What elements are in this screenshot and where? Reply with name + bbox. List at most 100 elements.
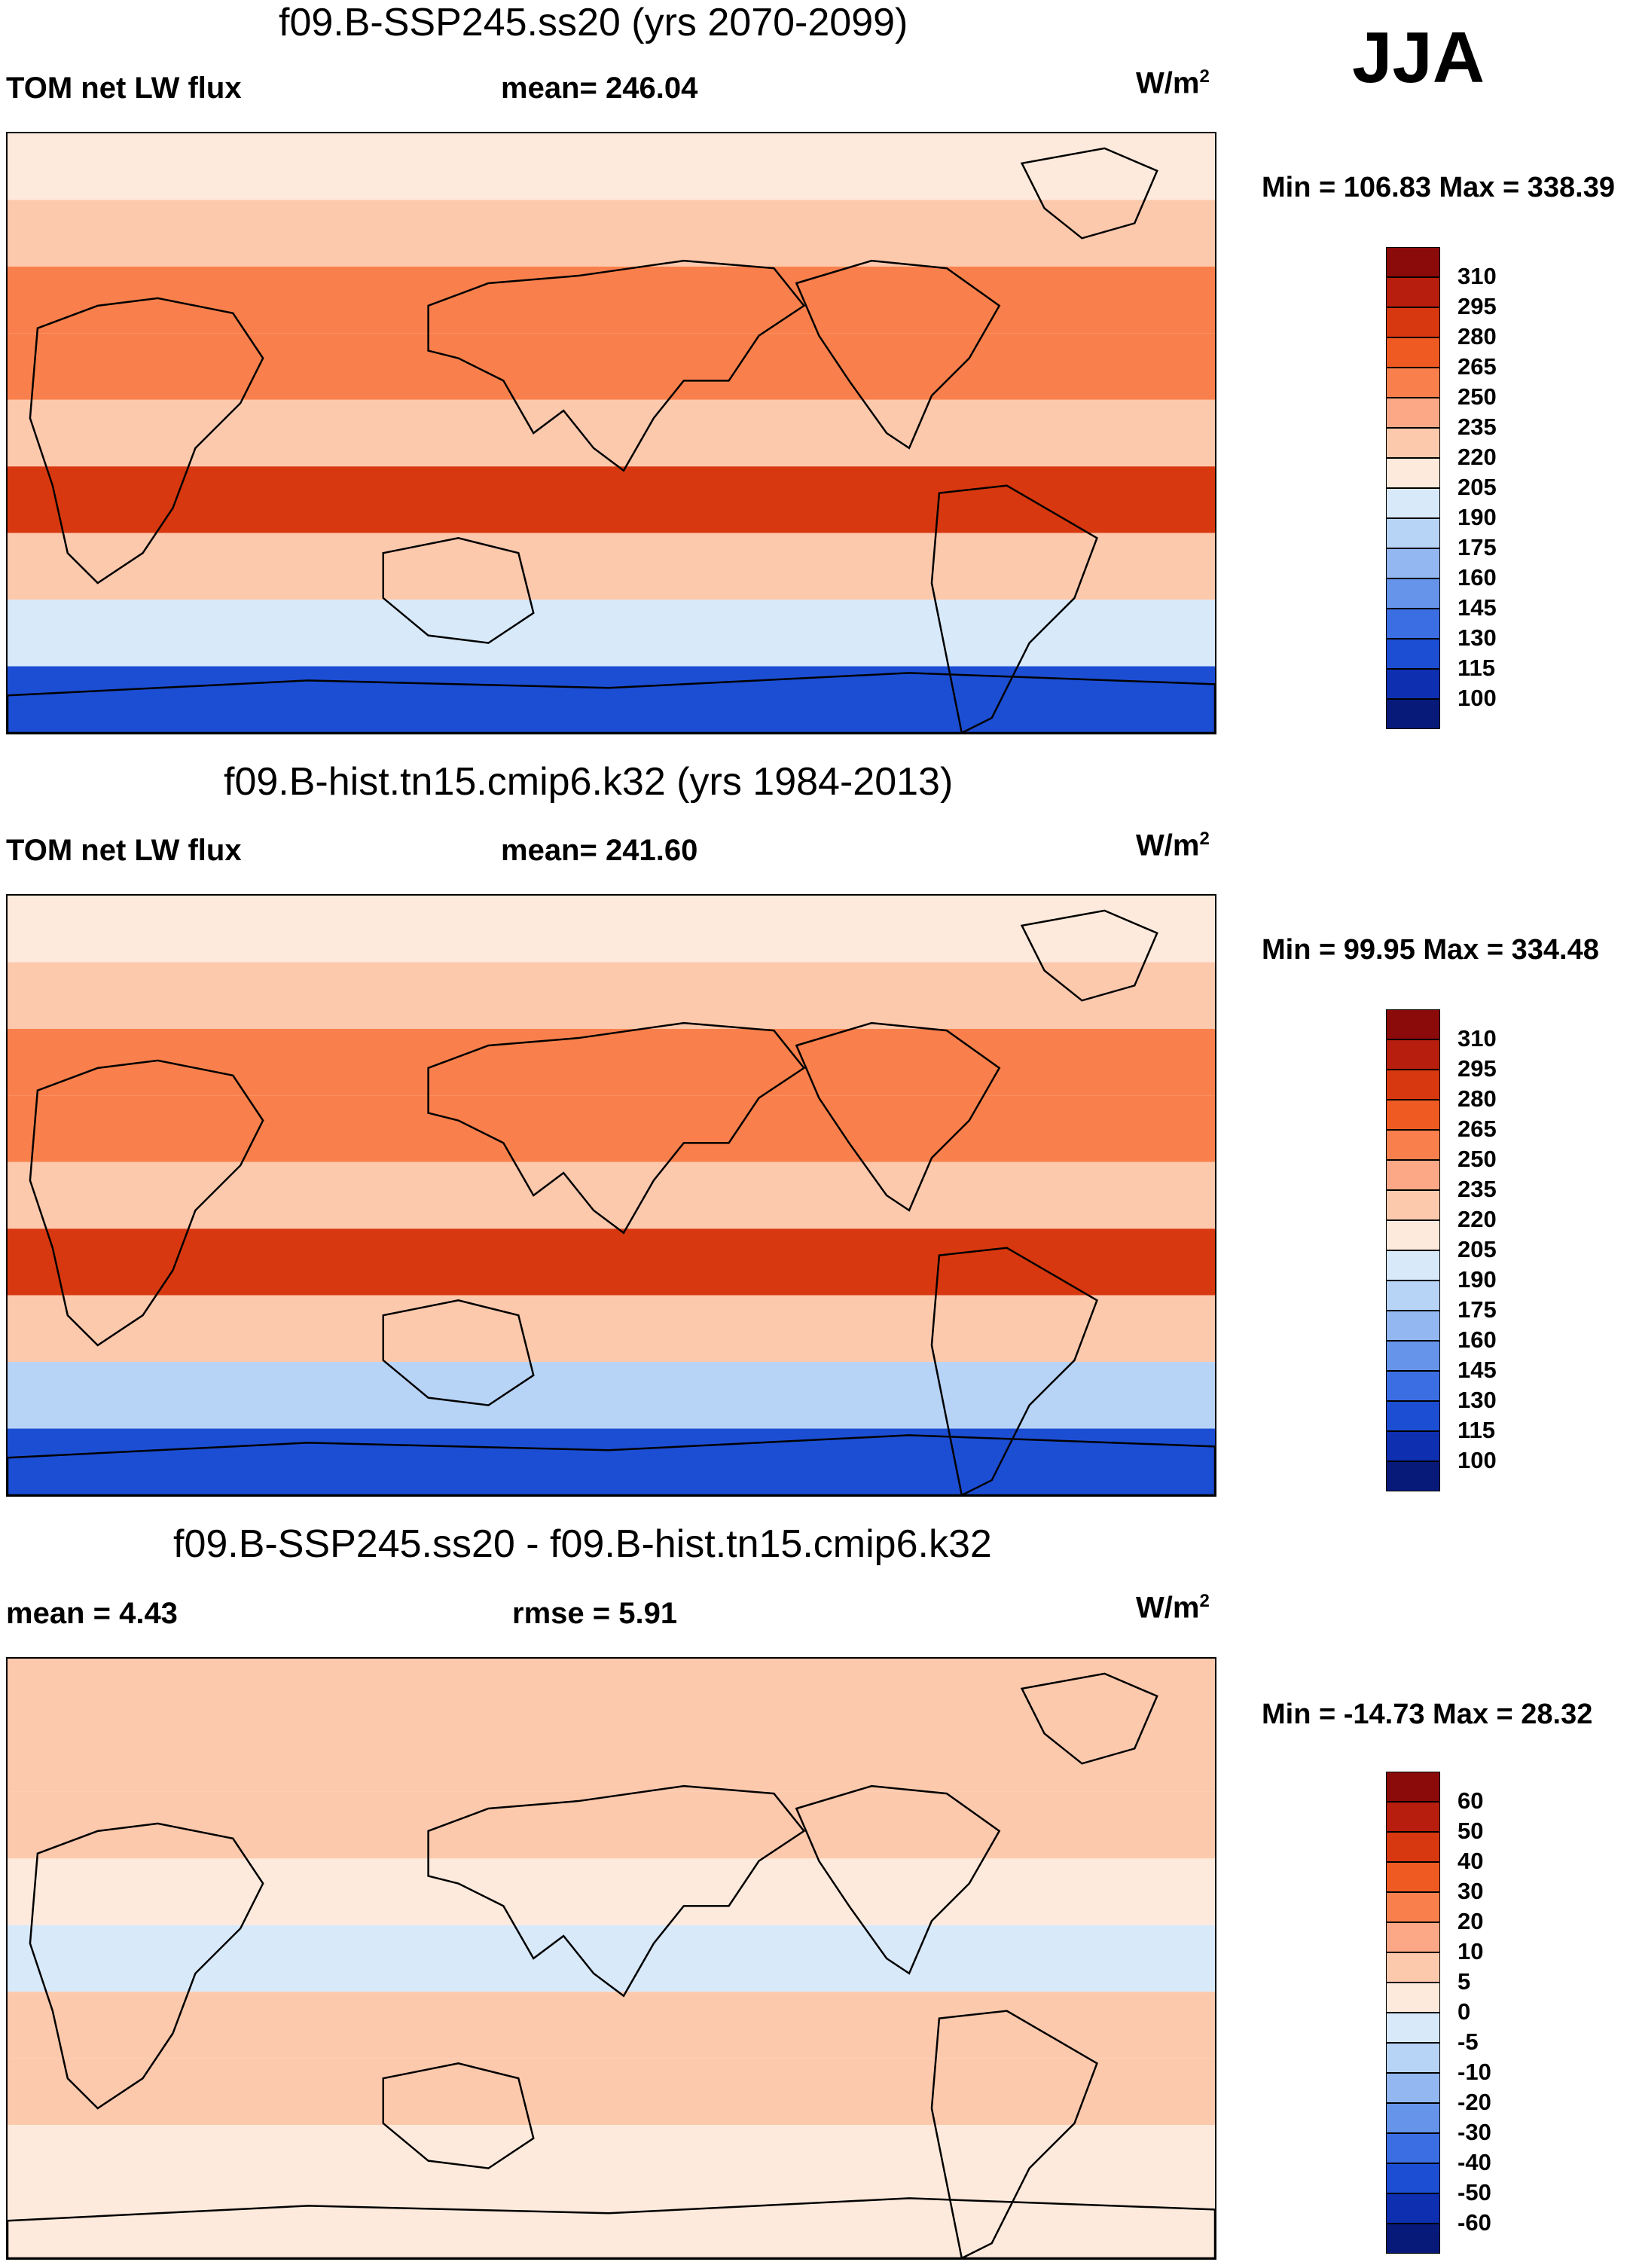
colorbar-swatch xyxy=(1386,276,1440,308)
coastline xyxy=(930,484,1098,733)
colorbar-tick-label: 130 xyxy=(1457,1387,1497,1413)
panel-1-min-max: Min = 106.83 Max = 338.39 xyxy=(1262,172,1615,203)
lat-band xyxy=(8,333,1215,400)
coastline xyxy=(930,1247,1098,1495)
lat-band xyxy=(8,1659,1215,1726)
colorbar-swatch xyxy=(1386,1831,1440,1863)
colorbar-tick-label: 130 xyxy=(1457,624,1497,651)
panel-1-map xyxy=(6,132,1216,734)
coastline xyxy=(795,1784,1001,1975)
colorbar-tick-label: -20 xyxy=(1457,2089,1491,2115)
colorbar-tick-label: 175 xyxy=(1457,534,1497,560)
colorbar-tick-label: -5 xyxy=(1457,2028,1479,2055)
coastline xyxy=(1020,909,1158,1002)
colorbar-swatch xyxy=(1386,1461,1440,1491)
coastline xyxy=(8,1434,1215,1495)
colorbar-tick-label: 20 xyxy=(1457,1908,1484,1934)
coastline xyxy=(382,1299,535,1406)
colorbar-swatch xyxy=(1386,307,1440,338)
lat-band xyxy=(8,1791,1215,1859)
panel-2-colorbar xyxy=(1386,1009,1440,1491)
colorbar-tick-label: 50 xyxy=(1457,1818,1484,1844)
colorbar-tick-label: 205 xyxy=(1457,1236,1497,1262)
colorbar-swatch xyxy=(1386,1009,1440,1040)
colorbar-swatch xyxy=(1386,1340,1440,1372)
colorbar-tick-label: -30 xyxy=(1457,2119,1491,2145)
coastline xyxy=(8,2197,1215,2258)
panel-2-title: f09.B-hist.tn15.cmip6.k32 (yrs 1984-2013… xyxy=(224,760,954,804)
lat-band xyxy=(8,1925,1215,1992)
colorbar-tick-label: 100 xyxy=(1457,685,1497,711)
lat-band xyxy=(8,266,1215,334)
colorbar-swatch xyxy=(1386,1801,1440,1833)
coastline xyxy=(427,1784,806,1998)
colorbar-swatch xyxy=(1386,337,1440,368)
colorbar-tick-label: 60 xyxy=(1457,1787,1484,1814)
colorbar-swatch xyxy=(1386,638,1440,670)
lat-band xyxy=(8,2058,1215,2126)
colorbar-swatch xyxy=(1386,2132,1440,2164)
colorbar-swatch xyxy=(1386,457,1440,489)
colorbar-tick-label: 40 xyxy=(1457,1848,1484,1874)
panel-2-variable-label: TOM net LW flux xyxy=(6,834,242,867)
panel-2-map xyxy=(6,894,1216,1497)
lat-band xyxy=(8,1295,1215,1363)
colorbar-tick-label: 30 xyxy=(1457,1878,1484,1904)
coastline xyxy=(29,297,264,585)
colorbar-swatch xyxy=(1386,578,1440,609)
colorbar-tick-label: 160 xyxy=(1457,564,1497,591)
lat-band xyxy=(8,1161,1215,1229)
colorbar-tick-label: 265 xyxy=(1457,353,1497,380)
colorbar-swatch xyxy=(1386,1039,1440,1070)
lat-band xyxy=(8,2125,1215,2192)
coastline xyxy=(382,537,535,644)
colorbar-tick-label: 250 xyxy=(1457,1146,1497,1172)
colorbar-tick-label: 175 xyxy=(1457,1296,1497,1323)
colorbar-tick-label: 205 xyxy=(1457,474,1497,500)
colorbar-swatch xyxy=(1386,1159,1440,1191)
panel-2-mean-label: mean= 241.60 xyxy=(501,834,698,867)
panel-2-units: W/m2 xyxy=(1136,829,1210,862)
lat-band xyxy=(8,533,1215,600)
lat-band xyxy=(8,399,1215,467)
colorbar-tick-label: 220 xyxy=(1457,444,1497,470)
coastline xyxy=(29,1059,264,1347)
panel-1-units: W/m2 xyxy=(1136,66,1210,100)
colorbar-tick-label: 265 xyxy=(1457,1116,1497,1142)
colorbar-swatch xyxy=(1386,397,1440,429)
colorbar-tick-label: 115 xyxy=(1457,1417,1496,1443)
lat-band xyxy=(8,1992,1215,2059)
coastline xyxy=(427,259,806,472)
panel-1-mean-label: mean= 246.04 xyxy=(501,72,698,105)
coastline xyxy=(427,1021,806,1235)
coastline xyxy=(1020,1672,1158,1765)
colorbar-swatch xyxy=(1386,1922,1440,1953)
colorbar-swatch xyxy=(1386,1370,1440,1402)
colorbar-tick-label: 220 xyxy=(1457,1206,1497,1232)
colorbar-tick-label: -40 xyxy=(1457,2149,1491,2175)
lat-band xyxy=(8,1229,1215,1296)
lat-band xyxy=(8,1362,1215,1429)
lat-band xyxy=(8,1428,1215,1495)
colorbar-tick-label: 295 xyxy=(1457,1055,1497,1082)
colorbar-swatch xyxy=(1386,548,1440,579)
colorbar-swatch xyxy=(1386,608,1440,639)
lat-band xyxy=(8,1028,1215,1096)
colorbar-tick-label: 310 xyxy=(1457,263,1497,289)
colorbar-swatch xyxy=(1386,247,1440,278)
season-label: JJA xyxy=(1352,17,1485,98)
colorbar-swatch xyxy=(1386,2102,1440,2134)
colorbar-tick-label: 235 xyxy=(1457,1176,1497,1202)
colorbar-swatch xyxy=(1386,1310,1440,1342)
coastline xyxy=(795,1021,1001,1212)
colorbar-tick-label: 115 xyxy=(1457,655,1496,681)
colorbar-swatch xyxy=(1386,487,1440,519)
colorbar-swatch xyxy=(1386,1400,1440,1432)
colorbar-tick-label: 280 xyxy=(1457,323,1497,350)
colorbar-tick-label: -10 xyxy=(1457,2059,1491,2085)
colorbar-swatch xyxy=(1386,1250,1440,1281)
colorbar-swatch xyxy=(1386,1099,1440,1131)
colorbar-swatch xyxy=(1386,2223,1440,2254)
lat-band xyxy=(8,133,1215,200)
colorbar-swatch xyxy=(1386,427,1440,459)
